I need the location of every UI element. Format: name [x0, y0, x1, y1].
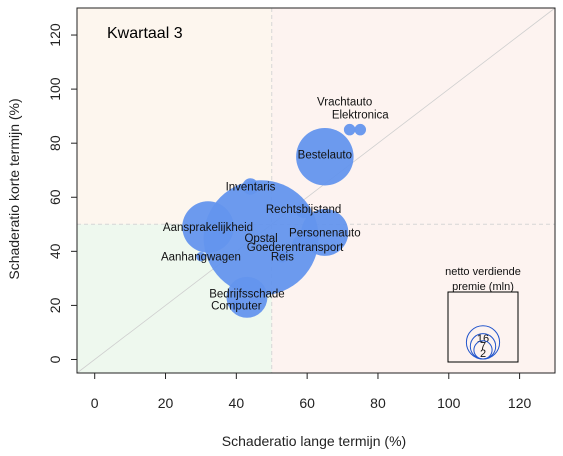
x-tick-label: 120	[508, 395, 532, 411]
y-tick-label: 40	[47, 243, 63, 259]
label-reis: Reis	[271, 252, 294, 264]
label-aansprakelijkheid: Aansprakelijkheid	[163, 222, 253, 234]
bubble-goederentransport	[292, 235, 308, 251]
y-tick-label: 100	[47, 77, 63, 101]
legend-label-7: 7	[480, 341, 486, 353]
y-tick-label: 20	[47, 297, 63, 313]
legend-box	[447, 291, 519, 363]
y-axis-title: Schaderatio korte termijn (%)	[6, 98, 22, 279]
bubble-elektronica	[354, 123, 367, 136]
label-opstal: Opstal	[244, 233, 277, 245]
label-personenauto: Personenauto	[289, 227, 361, 239]
label-aanhangwagen: Aanhangwagen	[161, 252, 241, 264]
label-goederentransport: Goederentransport	[247, 242, 344, 254]
chart-title: Kwartaal 3	[107, 25, 183, 42]
label-computer: Computer	[211, 300, 262, 312]
legend-circle-2	[473, 340, 493, 360]
y-tick-label: 80	[47, 135, 63, 151]
x-tick-label: 20	[158, 395, 174, 411]
bubble-bestelauto	[296, 127, 354, 186]
bubble-series	[182, 123, 367, 318]
label-rechtsbijstand: Rechtsbijstand	[266, 204, 341, 216]
label-bestelauto: Bestelauto	[298, 150, 352, 162]
label-vrachtauto: Vrachtauto	[317, 97, 372, 109]
x-tick-label: 40	[229, 395, 245, 411]
y-tick-label: 0	[47, 355, 63, 363]
bubble-vrachtauto	[343, 123, 356, 136]
bubble-reis	[276, 250, 289, 263]
x-axis: 0 20 40 60 80 100 120	[91, 373, 532, 411]
bubble-computer	[231, 300, 242, 311]
legend-label-2: 2	[480, 348, 486, 360]
legend-title-line1: netto verdiende	[445, 266, 521, 278]
y-tick-label: 60	[47, 189, 63, 205]
x-tick-label: 0	[91, 395, 99, 411]
label-inventaris: Inventaris	[226, 181, 276, 193]
bubble-aansprakelijkheid	[182, 201, 234, 253]
quadrant-high-longterm	[271, 8, 555, 373]
x-tick-label: 60	[299, 395, 315, 411]
x-axis-title: Schaderatio lange termijn (%)	[222, 433, 406, 449]
x-tick-label: 100	[437, 395, 461, 411]
bubble-inventaris	[242, 178, 259, 195]
label-bedrijfsschade: Bedrijfsschade	[209, 288, 284, 300]
bubble-rechtsbijstand	[296, 203, 312, 219]
y-tick-label: 120	[47, 23, 63, 47]
plot-frame	[76, 7, 556, 374]
legend-title-line2: premie (mln)	[452, 281, 514, 293]
x-tick-label: 80	[370, 395, 386, 411]
bubble-aanhangwagen	[196, 252, 206, 262]
label-elektronica: Elektronica	[332, 110, 389, 122]
bubble-personenauto	[301, 208, 349, 256]
y-axis: 0 20 40 60 80 100 120	[47, 23, 77, 363]
diagonal-line	[76, 7, 556, 374]
bubble-opstal	[203, 180, 319, 296]
